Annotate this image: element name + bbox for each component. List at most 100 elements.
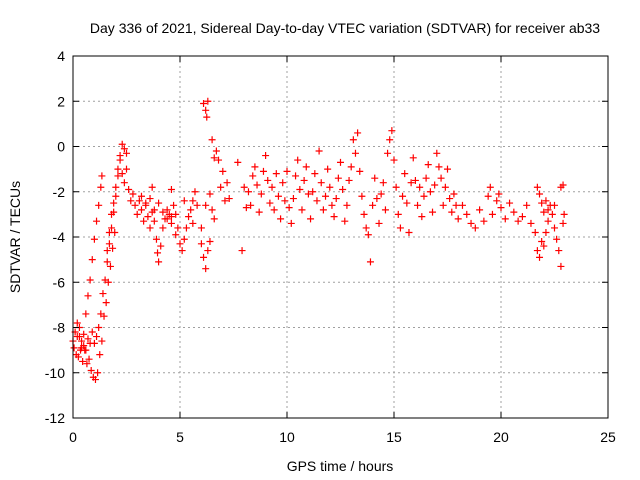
data-point [197,224,205,232]
data-point [234,158,242,166]
data-point [476,206,484,214]
data-point [259,167,267,175]
data-point [458,201,466,209]
data-point [154,249,162,257]
data-point [99,290,107,298]
data-point [347,163,355,171]
data-point [87,366,95,374]
data-point [435,163,443,171]
data-point [85,355,93,363]
data-point [388,127,396,135]
data-point [135,197,143,205]
data-point [118,170,126,178]
data-point [448,208,456,216]
data-point [433,149,441,157]
data-point [187,206,195,214]
x-tick-label: 15 [386,429,402,445]
data-point [208,206,216,214]
data-point [360,210,368,218]
data-point [98,337,106,345]
data-point [86,276,94,284]
data-point [354,129,362,137]
data-point [178,247,186,255]
data-point [82,310,90,318]
data-point [80,342,88,350]
data-point [137,206,145,214]
data-point [167,213,175,221]
data-point [206,190,214,198]
data-point [542,197,550,205]
data-point [463,210,471,218]
data-point [257,190,265,198]
data-point [420,192,428,200]
data-point [349,136,357,144]
y-axis-label: SDTVAR / TECUs [7,181,23,293]
data-point [163,206,171,214]
x-axis-label: GPS time / hours [287,458,394,474]
data-point [120,179,128,187]
data-point [112,183,120,191]
data-point [392,183,400,191]
data-point [123,149,130,157]
data-point [238,247,246,255]
data-point [362,224,370,232]
data-point [266,199,274,207]
data-point [356,167,364,175]
data-point [497,204,505,212]
data-point [105,240,113,248]
data-point [157,242,165,250]
data-point [337,158,344,166]
data-point [109,244,117,252]
data-point [540,242,548,250]
data-point [332,195,340,203]
data-points [69,97,568,384]
data-point [296,185,304,193]
data-point [167,219,175,227]
data-point [322,192,330,200]
data-point [182,224,190,232]
data-point [488,210,496,218]
data-point [78,337,86,345]
data-point [536,253,544,261]
data-point [538,199,546,207]
data-point [223,179,231,187]
data-point [313,197,321,205]
data-point [418,213,426,221]
data-point [446,195,454,203]
data-point [200,100,208,108]
y-tick-label: -6 [53,274,66,290]
y-tick-label: 4 [57,48,65,64]
data-point [339,185,347,193]
data-point [180,197,188,205]
data-point [495,190,503,198]
data-point [80,330,88,338]
data-point [155,199,163,207]
data-point [394,210,402,218]
data-point [102,299,110,307]
y-tick-label: 0 [57,139,65,155]
data-point [140,217,148,225]
data-point [268,183,276,191]
data-point [127,197,135,205]
data-point [538,238,546,246]
y-tick-label: 2 [57,93,65,109]
data-point [317,179,325,187]
y-tick-label: -2 [53,184,66,200]
data-point [225,195,233,203]
data-point [83,360,91,368]
data-point [279,179,287,187]
data-point [416,183,424,191]
y-tick-label: -4 [53,229,66,245]
data-point [285,204,293,212]
data-point [212,147,220,155]
data-point [202,201,210,209]
data-point [371,174,379,182]
data-point [441,183,449,191]
data-point [106,262,114,270]
data-point [533,247,541,255]
data-point [403,199,411,207]
data-point [518,213,526,221]
x-tick-label: 25 [600,429,616,445]
data-point [172,210,180,218]
